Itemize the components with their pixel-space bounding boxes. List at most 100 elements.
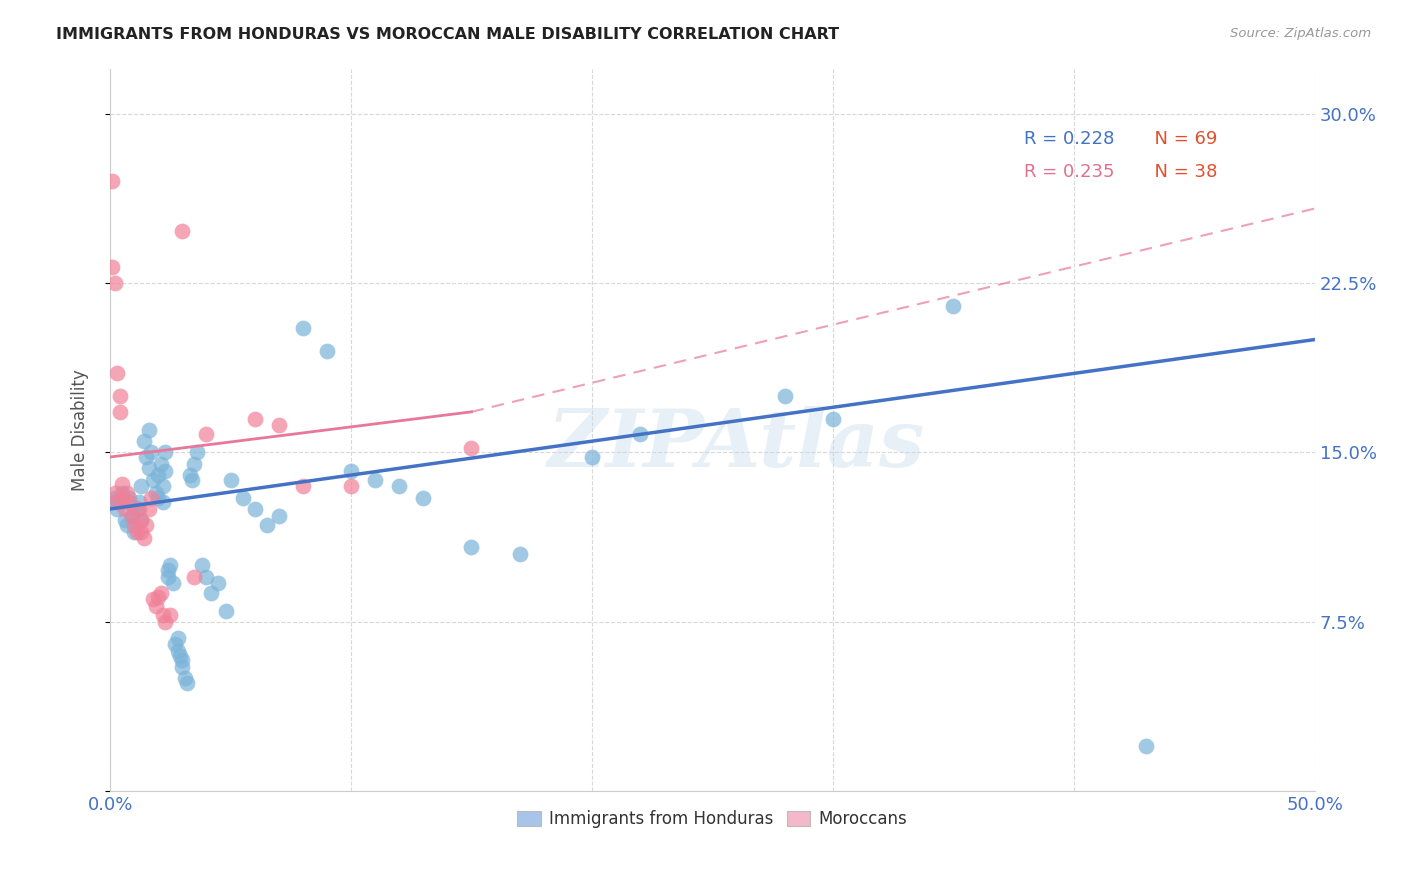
Point xyxy=(156,570,179,584)
Point xyxy=(460,541,482,555)
Point xyxy=(148,468,170,483)
Point xyxy=(942,299,965,313)
Point xyxy=(152,495,174,509)
Point xyxy=(190,558,212,573)
Point xyxy=(131,524,153,539)
Point xyxy=(149,585,172,599)
Point xyxy=(628,427,651,442)
Point xyxy=(105,367,128,381)
Point xyxy=(509,547,531,561)
Point xyxy=(291,321,314,335)
Point xyxy=(118,495,141,509)
Point xyxy=(108,389,131,403)
Point xyxy=(128,495,150,509)
Point xyxy=(104,486,127,500)
Point xyxy=(256,517,278,532)
Text: N = 69: N = 69 xyxy=(1143,130,1218,148)
Point xyxy=(132,434,155,449)
Point xyxy=(460,441,482,455)
Point xyxy=(104,276,127,290)
Point xyxy=(165,638,187,652)
Point xyxy=(118,491,141,505)
Point xyxy=(581,450,603,464)
Y-axis label: Male Disability: Male Disability xyxy=(72,369,89,491)
Point xyxy=(364,473,387,487)
Point xyxy=(148,590,170,604)
Point xyxy=(155,464,177,478)
Point xyxy=(179,468,201,483)
Point xyxy=(138,461,160,475)
Point xyxy=(169,648,191,663)
Point xyxy=(139,491,162,505)
Point xyxy=(291,479,314,493)
Point xyxy=(267,508,290,523)
Point xyxy=(232,491,254,505)
Point xyxy=(149,457,172,471)
Point xyxy=(111,491,134,505)
Point xyxy=(219,473,242,487)
Point xyxy=(145,486,167,500)
Point xyxy=(159,558,181,573)
Point xyxy=(821,411,844,425)
Point xyxy=(135,450,157,464)
Text: Source: ZipAtlas.com: Source: ZipAtlas.com xyxy=(1230,27,1371,40)
Point xyxy=(131,513,153,527)
Point xyxy=(267,418,290,433)
Legend: Immigrants from Honduras, Moroccans: Immigrants from Honduras, Moroccans xyxy=(510,804,914,835)
Point xyxy=(243,411,266,425)
Point xyxy=(122,517,145,532)
Point xyxy=(207,576,229,591)
Point xyxy=(135,517,157,532)
Point xyxy=(105,495,128,509)
Point xyxy=(166,631,188,645)
Point xyxy=(114,502,136,516)
Point xyxy=(172,660,194,674)
Point xyxy=(125,524,148,539)
Point xyxy=(340,464,363,478)
Point xyxy=(166,644,188,658)
Point xyxy=(111,477,134,491)
Point xyxy=(172,653,194,667)
Point xyxy=(132,531,155,545)
Point xyxy=(412,491,434,505)
Point xyxy=(152,608,174,623)
Point xyxy=(176,676,198,690)
Text: N = 38: N = 38 xyxy=(1143,162,1218,181)
Point xyxy=(105,502,128,516)
Point xyxy=(101,495,124,509)
Point xyxy=(114,513,136,527)
Point xyxy=(183,457,205,471)
Point xyxy=(172,224,194,238)
Point xyxy=(115,517,138,532)
Point xyxy=(195,427,218,442)
Point xyxy=(155,445,177,459)
Point xyxy=(215,604,238,618)
Point xyxy=(156,563,179,577)
Point xyxy=(155,615,177,629)
Point xyxy=(142,592,165,607)
Point xyxy=(200,585,222,599)
Point xyxy=(181,473,204,487)
Point xyxy=(142,473,165,487)
Point xyxy=(128,502,150,516)
Point xyxy=(108,495,131,509)
Point xyxy=(122,524,145,539)
Point xyxy=(131,479,153,493)
Text: R = 0.228: R = 0.228 xyxy=(1024,130,1114,148)
Point xyxy=(101,174,124,188)
Point xyxy=(125,504,148,518)
Point xyxy=(139,445,162,459)
Point xyxy=(243,502,266,516)
Point xyxy=(138,423,160,437)
Point xyxy=(145,599,167,613)
Point xyxy=(159,608,181,623)
Point xyxy=(173,671,195,685)
Point xyxy=(152,479,174,493)
Point xyxy=(121,508,143,523)
Point xyxy=(388,479,411,493)
Point xyxy=(773,389,796,403)
Point xyxy=(131,513,153,527)
Text: R = 0.235: R = 0.235 xyxy=(1024,162,1115,181)
Point xyxy=(101,260,124,275)
Point xyxy=(316,343,339,358)
